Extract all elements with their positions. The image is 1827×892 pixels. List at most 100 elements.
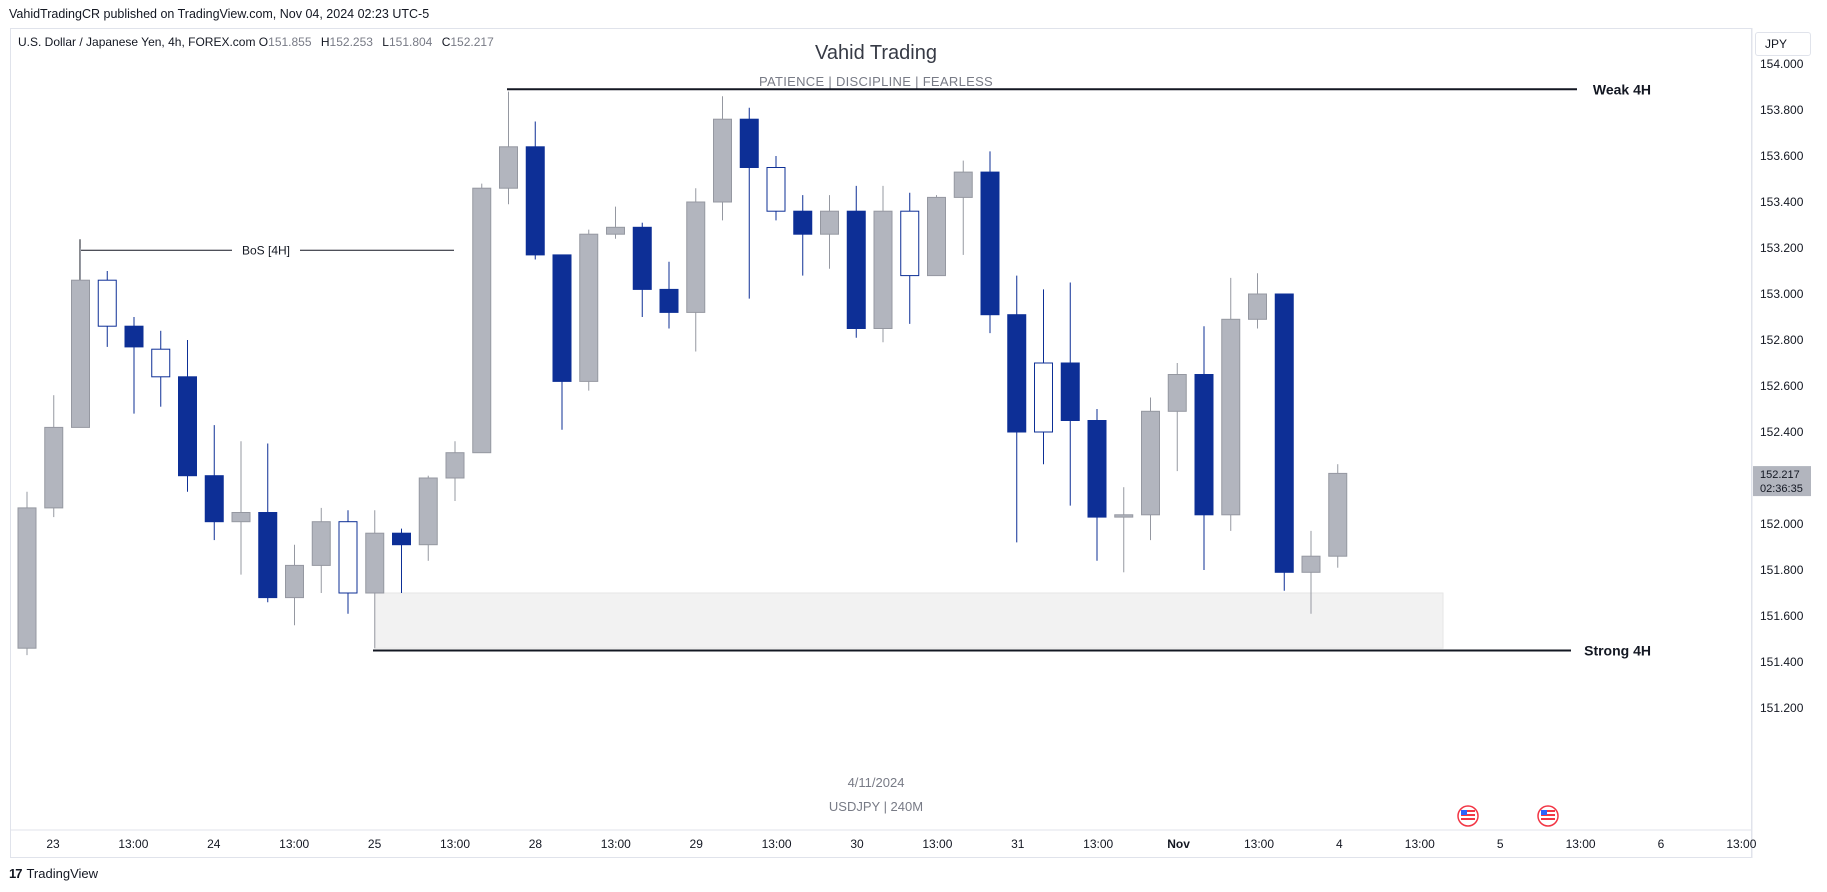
candle-body [151,348,171,378]
price-tick-label: 153.600 [1760,149,1804,163]
last-price-countdown: 02:36:35 [1760,483,1803,495]
candle-body [97,279,117,327]
candle-body [1087,420,1107,518]
candle-body [258,512,278,599]
footer-brand: TradingView [26,866,99,881]
symbol-legend[interactable]: U.S. Dollar / Japanese Yen, 4h, FOREX.co… [18,35,500,49]
candle-body [472,187,492,454]
time-tick-label: 13:00 [922,837,952,851]
candle-body [499,146,518,189]
time-tick-label: 13:00 [1405,837,1435,851]
weak-high-label: Weak 4H [1593,81,1651,97]
time-tick-label: 28 [529,837,543,851]
open-value: 151.855 [268,35,312,49]
close-label: C [441,35,451,49]
price-tick-label: 153.800 [1760,103,1804,117]
candle-body [392,532,411,546]
time-tick-label: 13:00 [1083,837,1113,851]
candle-body [445,452,465,479]
low-label: L [382,35,389,49]
candle-body [846,210,866,329]
watermark-symbol: USDJPY | 240M [828,799,924,814]
strong-low-label: Strong 4H [1584,643,1651,659]
price-tick-label: 153.400 [1760,195,1804,209]
time-tick-label: 13:00 [1566,837,1596,851]
watermark-date: 4/11/2024 [847,775,905,790]
price-tick-label: 154.000 [1760,57,1804,71]
candle-body [17,507,37,649]
candle-body [311,521,331,566]
time-tick-label: 13:00 [1244,837,1274,851]
us-event-icon[interactable] [1537,805,1559,827]
price-tick-label: 153.000 [1760,287,1804,301]
candle-body [1328,472,1348,557]
footer[interactable]: 17 TradingView [9,866,98,881]
candle-body [124,325,144,348]
time-tick-label: 13:00 [118,837,148,851]
candle-body [927,196,946,277]
candle-body [1167,374,1187,412]
us-event-icon[interactable] [1457,805,1479,827]
candle-body [365,532,385,594]
demand-zone [374,592,1444,649]
time-tick-label: 6 [1658,837,1665,851]
last-price-value: 152.217 [1760,469,1800,481]
candle-body [820,210,839,235]
candle-body [980,171,1000,316]
candle-body [739,118,759,168]
time-tick-label: 31 [1011,837,1025,851]
candle-body [285,564,304,599]
candle-body [873,210,893,329]
time-tick-label: 25 [368,837,382,851]
bos-label: BoS [4H] [242,243,290,257]
high-value: 152.253 [329,35,373,49]
tradingview-logo-icon: 17 [9,866,23,881]
candle-body [766,167,786,212]
candle-body [71,279,90,428]
time-tick-label: 13:00 [1726,837,1756,851]
published-line: VahidTradingCR published on TradingView.… [9,7,430,21]
close-value: 152.217 [450,35,494,49]
time-tick-label: 4 [1336,837,1343,851]
candle-body [1114,514,1134,518]
price-tick-label: 151.200 [1760,701,1804,715]
last-price-tag [1753,466,1811,497]
top-bar: VahidTradingCR published on TradingView.… [0,0,1827,28]
candle-body [204,475,224,523]
time-tick-label: 5 [1497,837,1504,851]
candle-body [1141,410,1160,516]
candle-body [1248,293,1267,320]
time-tick-label: 29 [690,837,704,851]
time-tick-label: 30 [850,837,864,851]
price-tick-label: 152.400 [1760,425,1804,439]
candle-body [178,376,197,477]
candle-body [525,146,545,256]
candle-body [659,288,679,313]
candle-body [579,233,599,382]
candle-body [793,210,813,235]
time-tick-label: 23 [46,837,60,851]
time-tick-label: 24 [207,837,221,851]
price-tick-label: 152.600 [1760,379,1804,393]
candle-body [552,254,572,382]
price-tick-label: 151.600 [1760,609,1804,623]
time-tick-label: Nov [1167,837,1190,851]
candle-body [44,426,64,509]
candle-body [1060,362,1080,421]
candle-body [606,226,625,235]
price-tick-label: 151.800 [1760,563,1804,577]
candle-body [1194,374,1214,516]
currency-button[interactable]: JPY [1755,32,1811,56]
time-tick-label: 13:00 [762,837,792,851]
price-tick-label: 151.400 [1760,655,1804,669]
open-label: O [258,35,269,49]
candle-body [1301,555,1321,573]
time-tick-label: 13:00 [279,837,309,851]
candle-body [418,477,438,546]
time-tick-label: 13:00 [440,837,470,851]
price-tick-label: 152.000 [1760,517,1804,531]
candle-body [1221,318,1241,516]
watermark-title: Vahid Trading [815,42,937,64]
price-tick-label: 153.200 [1760,241,1804,255]
